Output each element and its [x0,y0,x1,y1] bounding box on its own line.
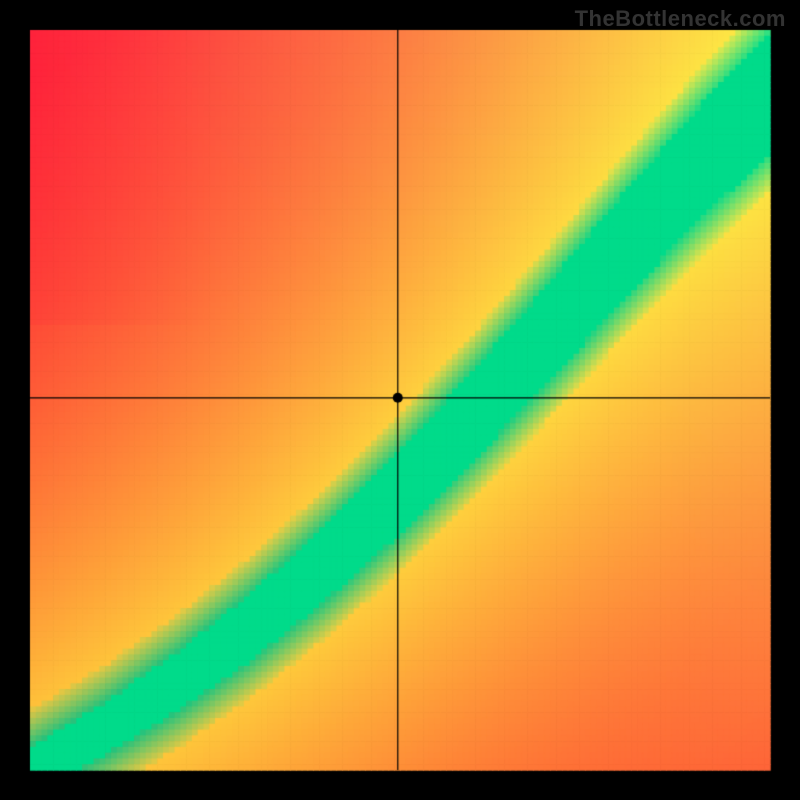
bottleneck-heatmap [0,0,800,800]
chart-container: TheBottleneck.com [0,0,800,800]
watermark-label: TheBottleneck.com [575,6,786,32]
